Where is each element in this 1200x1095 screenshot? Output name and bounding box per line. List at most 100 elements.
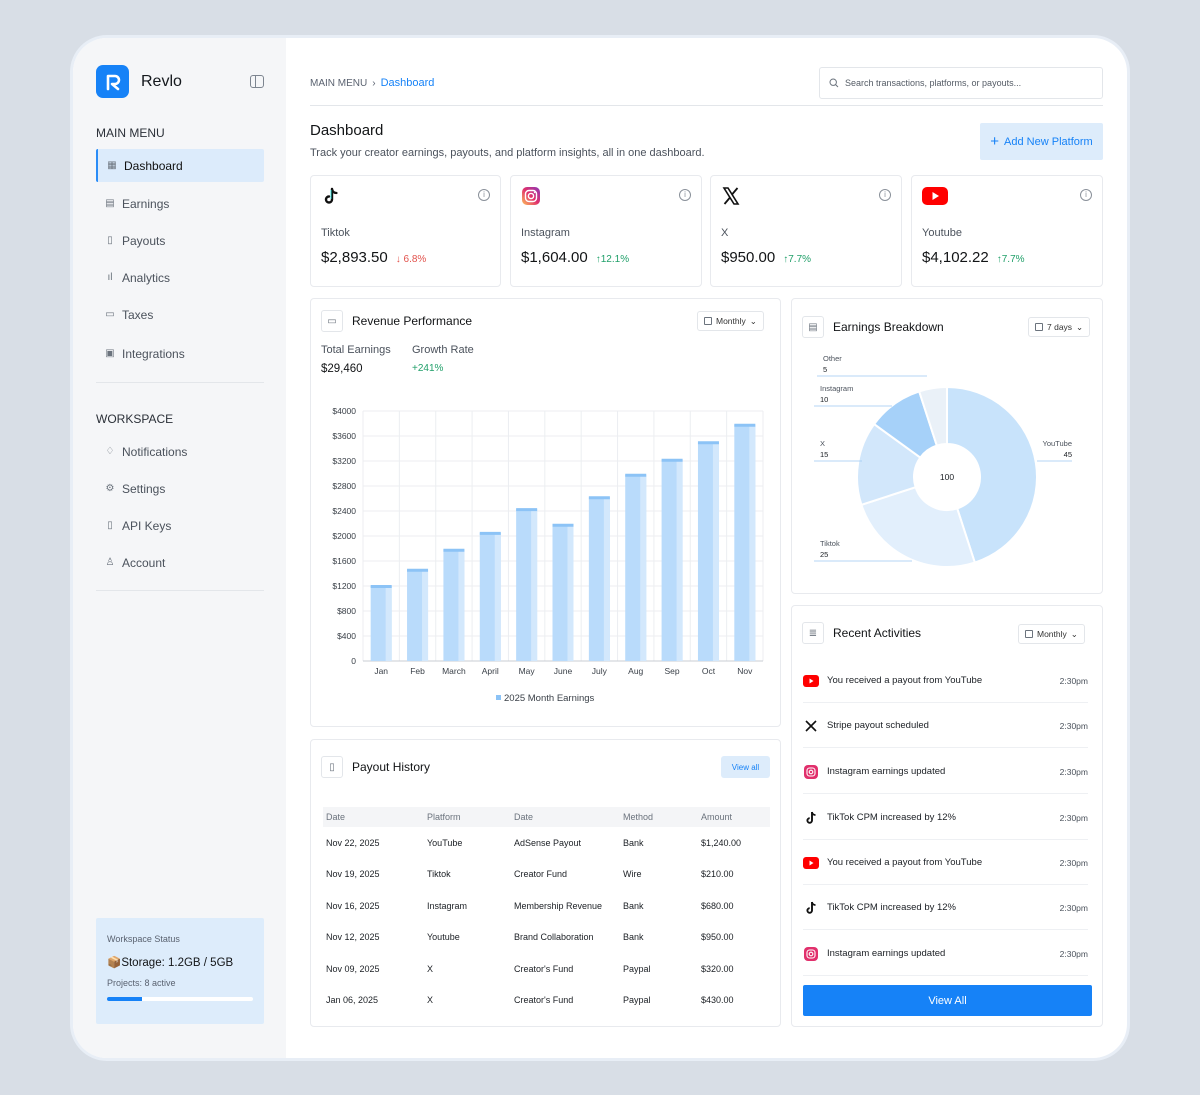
search-box[interactable] (819, 67, 1103, 99)
y-tick-label: $1600 (332, 556, 356, 566)
x-icon (722, 187, 740, 205)
activity-time: 2:30pm (1059, 812, 1088, 823)
view-all-activities-button[interactable]: View All (803, 985, 1092, 1016)
storage-progress-fill (107, 997, 143, 1001)
x-tick-label: Aug (628, 666, 643, 676)
bar-side (640, 474, 647, 661)
revenue-performance-card: ▭ Revenue Performance Monthly ⌄ Total Ea… (310, 298, 781, 727)
activity-item[interactable]: TikTok CPM increased by 12% 2:30pm (803, 796, 1088, 840)
table-cell: $680.00 (701, 900, 734, 911)
x-tick-label: Sep (665, 666, 680, 676)
y-tick-label: $3200 (332, 456, 356, 466)
table-cell: Creator's Fund (514, 963, 574, 974)
bar-top (697, 441, 719, 445)
stat-card-instagram[interactable]: i Instagram $1,604.00 ↑12.1% (510, 175, 702, 287)
slice-value: 25 (820, 550, 828, 559)
table-row[interactable]: Nov 19, 2025 Tiktok Creator Fund Wire $210.0… (323, 859, 770, 891)
sidebar-item-label: Taxes (122, 307, 154, 322)
sidebar: Revlo MAIN MENU ▦ Dashboard ▤ Earnings ▯ Payo… (73, 38, 286, 1058)
sidebar-item-taxes[interactable]: ▭ Taxes (96, 298, 264, 331)
period-dropdown[interactable]: Monthly ⌄ (697, 311, 764, 331)
x-tick-label: Oct (702, 666, 716, 676)
activity-item[interactable]: Instagram earnings updated 2:30pm (803, 750, 1088, 794)
brand[interactable]: Revlo (96, 65, 182, 98)
tiktok-icon (803, 810, 819, 826)
growth-rate-label: Growth Rate (412, 344, 474, 356)
table-row[interactable]: Nov 22, 2025 YouTube AdSense Payout Bank $1,… (323, 827, 770, 859)
table-row[interactable]: Nov 09, 2025 X Creator's Fund Paypal $320.00 (323, 953, 770, 985)
calendar-icon (704, 317, 712, 325)
stat-card-tiktok[interactable]: i Tiktok $2,893.50 ↓ 6.8% (310, 175, 501, 287)
grid-icon: ▦ (107, 160, 117, 171)
breadcrumb-current[interactable]: Dashboard (380, 77, 435, 89)
key-icon: ▯ (107, 520, 113, 531)
earnings-icon: ▤ (105, 198, 115, 209)
table-cell: $950.00 (701, 932, 734, 943)
activity-text: Stripe payout scheduled (827, 720, 929, 731)
activity-item[interactable]: You received a payout from YouTube 2:30pm (803, 841, 1088, 885)
info-icon[interactable]: i (1080, 189, 1092, 201)
period-dropdown[interactable]: 7 days ⌄ (1028, 317, 1091, 337)
table-cell: Membership Revenue (514, 900, 603, 911)
search-icon (829, 78, 839, 88)
view-all-payouts-button[interactable]: View all (721, 756, 770, 778)
sidebar-item-label: Payouts (122, 233, 166, 248)
instagram-icon (522, 187, 540, 205)
table-cell: Bank (623, 837, 644, 848)
period-dropdown[interactable]: Monthly ⌄ (1018, 624, 1085, 644)
card-title: Revenue Performance (352, 314, 473, 328)
integrations-icon: ▣ (105, 348, 115, 359)
calendar-icon (1025, 630, 1033, 638)
table-cell: X (427, 995, 434, 1006)
slice-value: 15 (820, 450, 828, 459)
table-cell: Jan 06, 2025 (326, 995, 379, 1006)
activity-time: 2:30pm (1059, 720, 1088, 731)
sidebar-item-account[interactable]: ♙ Account (96, 546, 264, 579)
sidebar-item-dashboard[interactable]: ▦ Dashboard (96, 149, 264, 182)
sidebar-item-api-keys[interactable]: ▯ API Keys (96, 509, 264, 542)
breadcrumb-root[interactable]: MAIN MENU (310, 77, 368, 89)
wallet-icon: ▭ (321, 310, 343, 332)
activity-time: 2:30pm (1059, 675, 1088, 686)
sidebar-item-payouts[interactable]: ▯ Payouts (96, 224, 264, 257)
table-cell: Nov 19, 2025 (326, 869, 380, 880)
activity-text: TikTok CPM increased by 12% (827, 812, 957, 823)
sidebar-item-notifications[interactable]: ♢ Notifications (96, 435, 264, 468)
payouts-icon: ▯ (107, 235, 113, 246)
sidebar-item-label: Notifications (122, 444, 188, 459)
table-cell: Paypal (623, 995, 651, 1006)
sidebar-item-earnings[interactable]: ▤ Earnings (96, 187, 264, 220)
slice-value: 10 (820, 395, 828, 404)
revenue-bar-chart: 0 $400 $800 $1200 $1600 $2000 $2400 $2800 $3200 $… (332, 406, 764, 704)
info-icon[interactable]: i (879, 189, 891, 201)
search-input[interactable] (845, 78, 1085, 88)
calendar-icon (1035, 323, 1043, 331)
activity-time: 2:30pm (1059, 857, 1088, 868)
activity-item[interactable]: Stripe payout scheduled 2:30pm (803, 704, 1088, 748)
y-tick-label: $1200 (332, 581, 356, 591)
table-cell: Bank (623, 900, 644, 911)
card-title: Earnings Breakdown (833, 320, 944, 334)
activity-item[interactable]: Instagram earnings updated 2:30pm (803, 932, 1088, 976)
sidebar-toggle-icon[interactable] (250, 75, 264, 88)
sidebar-item-integrations[interactable]: ▣ Integrations (96, 337, 264, 370)
slice-value: 45 (1064, 450, 1072, 459)
sidebar-item-label: Earnings (122, 196, 170, 211)
activity-item[interactable]: TikTok CPM increased by 12% 2:30pm (803, 886, 1088, 930)
activity-item[interactable]: You received a payout from YouTube 2:30pm (803, 659, 1088, 703)
x-tick-label: Jan (374, 666, 388, 676)
sidebar-item-analytics[interactable]: ıl Analytics (96, 261, 264, 294)
table-cell: Brand Collaboration (514, 932, 594, 943)
info-icon[interactable]: i (478, 189, 490, 201)
payout-table: Date Platform Date Method Amount Nov 22, 202… (323, 807, 770, 1016)
stat-card-youtube[interactable]: i Youtube $4,102.22 ↑7.7% (911, 175, 1103, 287)
tiktok-icon (324, 187, 338, 204)
add-platform-button[interactable]: + Add New Platform (980, 123, 1103, 160)
table-row[interactable]: Nov 12, 2025 Youtube Brand Collaboration Ba… (323, 922, 770, 954)
table-row[interactable]: Jan 06, 2025 X Creator's Fund Paypal $430.00 (323, 985, 770, 1017)
stat-card-x[interactable]: i X $950.00 ↑7.7% (710, 175, 902, 287)
sidebar-item-settings[interactable]: ⚙ Settings (96, 472, 264, 505)
table-row[interactable]: Nov 16, 2025 Instagram Membership Revenue B… (323, 890, 770, 922)
x-tick-label: Nov (737, 666, 753, 676)
info-icon[interactable]: i (679, 189, 691, 201)
